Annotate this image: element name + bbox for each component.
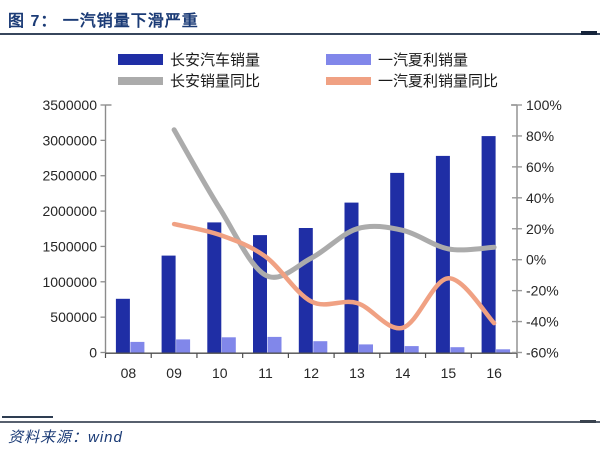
legend-swatch-xiali-sales bbox=[326, 54, 371, 65]
changan-sales-bar-16 bbox=[481, 136, 496, 353]
changan-sales-bar-13 bbox=[344, 202, 359, 353]
legend-swatch-changan-yoy bbox=[118, 76, 163, 85]
xiali-yoy-line bbox=[171, 221, 497, 331]
footer-rule bbox=[0, 421, 600, 423]
x-axis-category-label: 08 bbox=[121, 365, 137, 381]
left-axis-tick-label: 2000000 bbox=[42, 203, 97, 219]
changan-sales-bar-15 bbox=[435, 155, 450, 353]
xiali-sales-bar-11 bbox=[267, 336, 282, 353]
x-axis-category-label: 13 bbox=[349, 365, 365, 381]
footer-rule-left-segment bbox=[2, 416, 53, 418]
data-source-note: 资料来源：wind bbox=[8, 429, 123, 446]
xiali-sales-bar-09 bbox=[176, 339, 191, 353]
changan-yoy-line bbox=[171, 127, 497, 280]
left-axis-tick-label: 3000000 bbox=[42, 132, 97, 148]
changan-sales-bar-09 bbox=[161, 255, 176, 353]
legend-item-xiali-yoy: 一汽夏利销量同比 bbox=[326, 70, 498, 91]
legend-label: 长安销量同比 bbox=[170, 73, 261, 90]
changan-sales-bar-14 bbox=[390, 172, 405, 353]
legend-label: 长安汽车销量 bbox=[170, 52, 261, 69]
changan-sales-bar-08 bbox=[115, 298, 130, 353]
x-axis-category-label: 10 bbox=[212, 365, 228, 381]
legend-label: 一汽夏利销量同比 bbox=[378, 73, 499, 90]
sales-chart: 3500000 3000000 2500000 2000000 1500000 10000… bbox=[42, 97, 562, 381]
figure-title: 图 7： 一汽销量下滑严重 bbox=[8, 13, 199, 30]
legend-swatch-changan-sales bbox=[118, 54, 163, 65]
right-axis-tick-label: 0% bbox=[526, 252, 546, 268]
title-rule bbox=[0, 33, 600, 35]
left-axis-tick-label: 500000 bbox=[50, 309, 97, 325]
right-axis-tick-label: 40% bbox=[526, 190, 554, 206]
xiali-sales-bar-14 bbox=[404, 346, 419, 353]
right-axis-tick-label: 20% bbox=[526, 221, 554, 237]
x-axis-category-label: 09 bbox=[166, 365, 182, 381]
x-axis-category-label: 15 bbox=[441, 365, 457, 381]
right-axis-tick-label: -20% bbox=[526, 283, 559, 299]
xiali-sales-bar-08 bbox=[130, 341, 145, 353]
x-axis-category-label: 12 bbox=[303, 365, 319, 381]
xiali-sales-bar-16 bbox=[496, 349, 511, 353]
left-axis-tick-label: 3500000 bbox=[42, 97, 97, 113]
xiali-sales-bar-10 bbox=[221, 337, 236, 353]
legend-swatch-xiali-yoy bbox=[326, 76, 371, 85]
legend-item-xiali-sales: 一汽夏利销量 bbox=[326, 49, 468, 70]
changan-sales-bar-10 bbox=[207, 222, 222, 353]
x-axis-category-label: 11 bbox=[258, 365, 273, 381]
right-axis-tick-label: 60% bbox=[526, 159, 554, 175]
legend-label: 一汽夏利销量 bbox=[378, 52, 469, 69]
left-axis-tick-label: 1000000 bbox=[42, 274, 97, 290]
right-axis-tick-label: 80% bbox=[526, 128, 554, 144]
left-axis-tick-label: 1500000 bbox=[42, 238, 97, 254]
changan-sales-bar-12 bbox=[298, 228, 313, 353]
xiali-sales-bar-12 bbox=[313, 341, 328, 353]
right-axis-tick-label: 100% bbox=[526, 97, 562, 113]
left-axis-tick-label: 2500000 bbox=[42, 168, 97, 184]
legend-item-changan-yoy: 长安销量同比 bbox=[118, 70, 260, 91]
xiali-sales-bar-13 bbox=[359, 344, 373, 353]
right-axis-tick-label: -40% bbox=[526, 314, 559, 330]
xiali-sales-bar-15 bbox=[450, 347, 465, 353]
right-axis-tick-label: -60% bbox=[526, 345, 559, 361]
legend-item-changan-sales: 长安汽车销量 bbox=[118, 49, 260, 70]
title-rule-endcap bbox=[581, 31, 597, 35]
x-axis-category-label: 16 bbox=[486, 365, 502, 381]
left-axis-tick-label: 0 bbox=[89, 345, 97, 361]
x-axis-category-label: 14 bbox=[395, 365, 411, 381]
footer-rule-endcap bbox=[580, 420, 596, 423]
